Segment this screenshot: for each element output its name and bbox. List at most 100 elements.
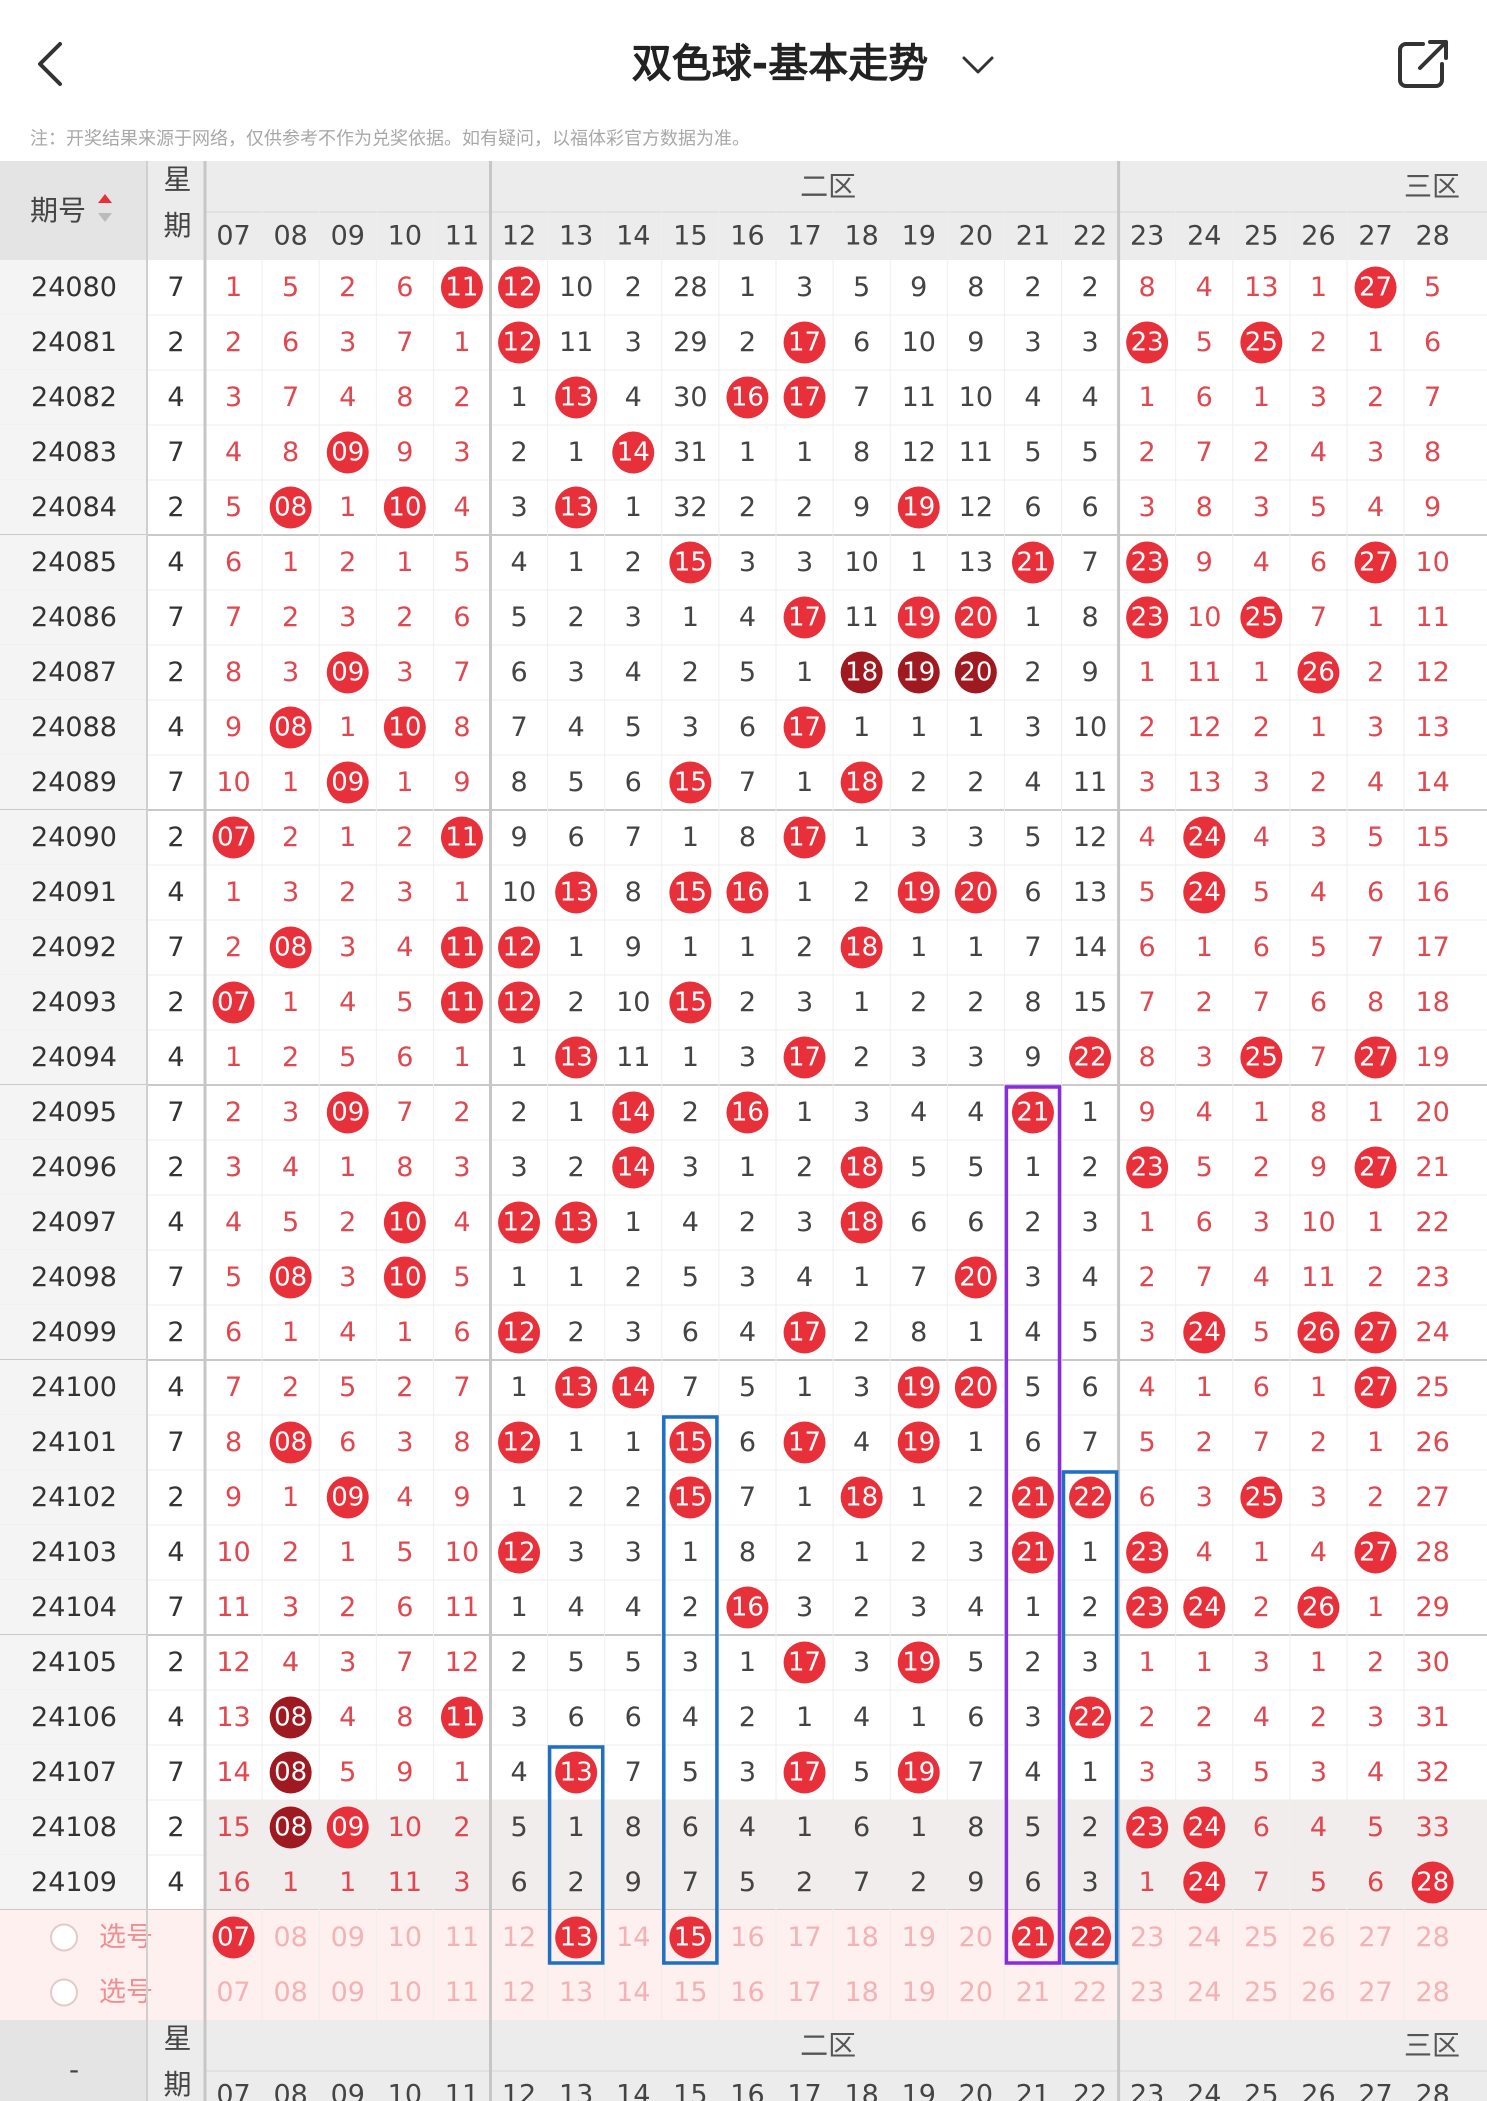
miss-count: 1 <box>510 1262 527 1293</box>
miss-count: 3 <box>682 1152 699 1183</box>
zone-label: 二区 <box>800 170 856 203</box>
ball <box>783 321 826 364</box>
title-dropdown[interactable] <box>962 56 994 74</box>
weekday: 4 <box>167 1042 184 1073</box>
back-button[interactable] <box>38 42 62 86</box>
miss-count: 4 <box>1310 1812 1327 1843</box>
period: 24087 <box>31 657 117 688</box>
weekday: 4 <box>167 547 184 578</box>
ball-number: 13 <box>560 878 593 908</box>
miss-count: 10 <box>388 1977 422 2008</box>
column-label: 16 <box>730 2080 764 2101</box>
ball-number: 13 <box>560 1923 593 1953</box>
miss-count: 1 <box>1367 327 1384 358</box>
miss-count: 3 <box>910 822 927 853</box>
miss-count: 5 <box>967 1647 984 1678</box>
miss-count: 18 <box>844 1922 878 1953</box>
miss-count: 2 <box>1024 1207 1041 1238</box>
miss-count: 2 <box>853 1042 870 1073</box>
period-cell-bg <box>0 865 147 920</box>
column-label: 13 <box>559 2080 593 2101</box>
ball <box>897 871 940 914</box>
weekday: 4 <box>167 382 184 413</box>
period-cell-bg <box>0 755 147 810</box>
ball-number: 17 <box>788 328 821 358</box>
miss-count: 1 <box>1196 1647 1213 1678</box>
miss-count: 4 <box>682 1207 699 1238</box>
miss-count: 4 <box>282 1647 299 1678</box>
miss-count: 2 <box>282 602 299 633</box>
miss-count: 3 <box>1081 1867 1098 1898</box>
miss-count: 2 <box>339 1592 356 1623</box>
ball-number: 24 <box>1188 1318 1221 1348</box>
miss-count: 6 <box>1196 1207 1213 1238</box>
ball <box>326 431 369 474</box>
miss-count: 5 <box>339 1372 356 1403</box>
miss-count: 19 <box>1415 1042 1449 1073</box>
page-title[interactable]: 双色球-基本走势 <box>632 41 929 87</box>
miss-count: 3 <box>1139 1757 1156 1788</box>
miss-count: 3 <box>910 1592 927 1623</box>
miss-count: 5 <box>739 1372 756 1403</box>
ball-number: 07 <box>217 823 250 853</box>
ball <box>1240 596 1283 639</box>
ball-number: 27 <box>1359 1043 1392 1073</box>
sort-up <box>98 194 112 203</box>
ball <box>1354 266 1397 309</box>
miss-count: 2 <box>739 1207 756 1238</box>
ball-number: 11 <box>445 1703 478 1733</box>
period: 24083 <box>31 437 117 468</box>
ball-number: 25 <box>1245 1483 1278 1513</box>
share-button[interactable] <box>1398 40 1448 88</box>
period: 24107 <box>31 1757 117 1788</box>
miss-count: 28 <box>1415 1977 1449 2008</box>
miss-count: 3 <box>967 822 984 853</box>
miss-count: 6 <box>453 1317 470 1348</box>
miss-count: 26 <box>1301 1977 1335 2008</box>
miss-count: 4 <box>1367 492 1384 523</box>
highlight-frame <box>1004 1085 1062 1965</box>
miss-count: 3 <box>1024 1262 1041 1293</box>
miss-count: 3 <box>739 1262 756 1293</box>
pick-radio[interactable] <box>50 1978 78 2007</box>
miss-count: 3 <box>682 712 699 743</box>
column-label: 10 <box>388 221 422 252</box>
miss-count: 4 <box>967 1592 984 1623</box>
miss-count: 1 <box>568 1427 585 1458</box>
column-label: 13 <box>559 221 593 252</box>
miss-count: 15 <box>1415 822 1449 853</box>
miss-count: 27 <box>1358 1922 1392 1953</box>
ball <box>269 1421 312 1464</box>
miss-count: 1 <box>796 767 813 798</box>
ball <box>1126 1586 1169 1629</box>
miss-count: 9 <box>396 437 413 468</box>
miss-count: 3 <box>853 1372 870 1403</box>
miss-count: 3 <box>282 877 299 908</box>
zone-label: 三区 <box>1404 2029 1460 2062</box>
weekday: 4 <box>167 1867 184 1898</box>
miss-count: 3 <box>225 1152 242 1183</box>
ball <box>1411 1861 1454 1904</box>
ball <box>498 926 541 969</box>
miss-count: 1 <box>339 1537 356 1568</box>
ball <box>1297 651 1340 694</box>
ball-number: 25 <box>1245 1043 1278 1073</box>
miss-count: 1 <box>1367 1207 1384 1238</box>
miss-count: 2 <box>1310 1702 1327 1733</box>
ball-number: 15 <box>674 1923 707 1953</box>
miss-count: 8 <box>967 272 984 303</box>
pick-label: 选号 <box>99 1922 153 1953</box>
miss-count: 3 <box>510 1152 527 1183</box>
pick-radio[interactable] <box>50 1923 78 1952</box>
miss-count: 3 <box>1253 1207 1270 1238</box>
ball <box>669 981 712 1024</box>
miss-count: 3 <box>796 1207 813 1238</box>
ball <box>1011 1916 1054 1959</box>
miss-count: 10 <box>844 547 878 578</box>
miss-count: 16 <box>1415 877 1449 908</box>
ball <box>897 1641 940 1684</box>
ball-number: 22 <box>1074 1923 1107 1953</box>
miss-count: 10 <box>616 987 650 1018</box>
ball-number: 15 <box>674 1428 707 1458</box>
miss-count: 7 <box>1310 1042 1327 1073</box>
